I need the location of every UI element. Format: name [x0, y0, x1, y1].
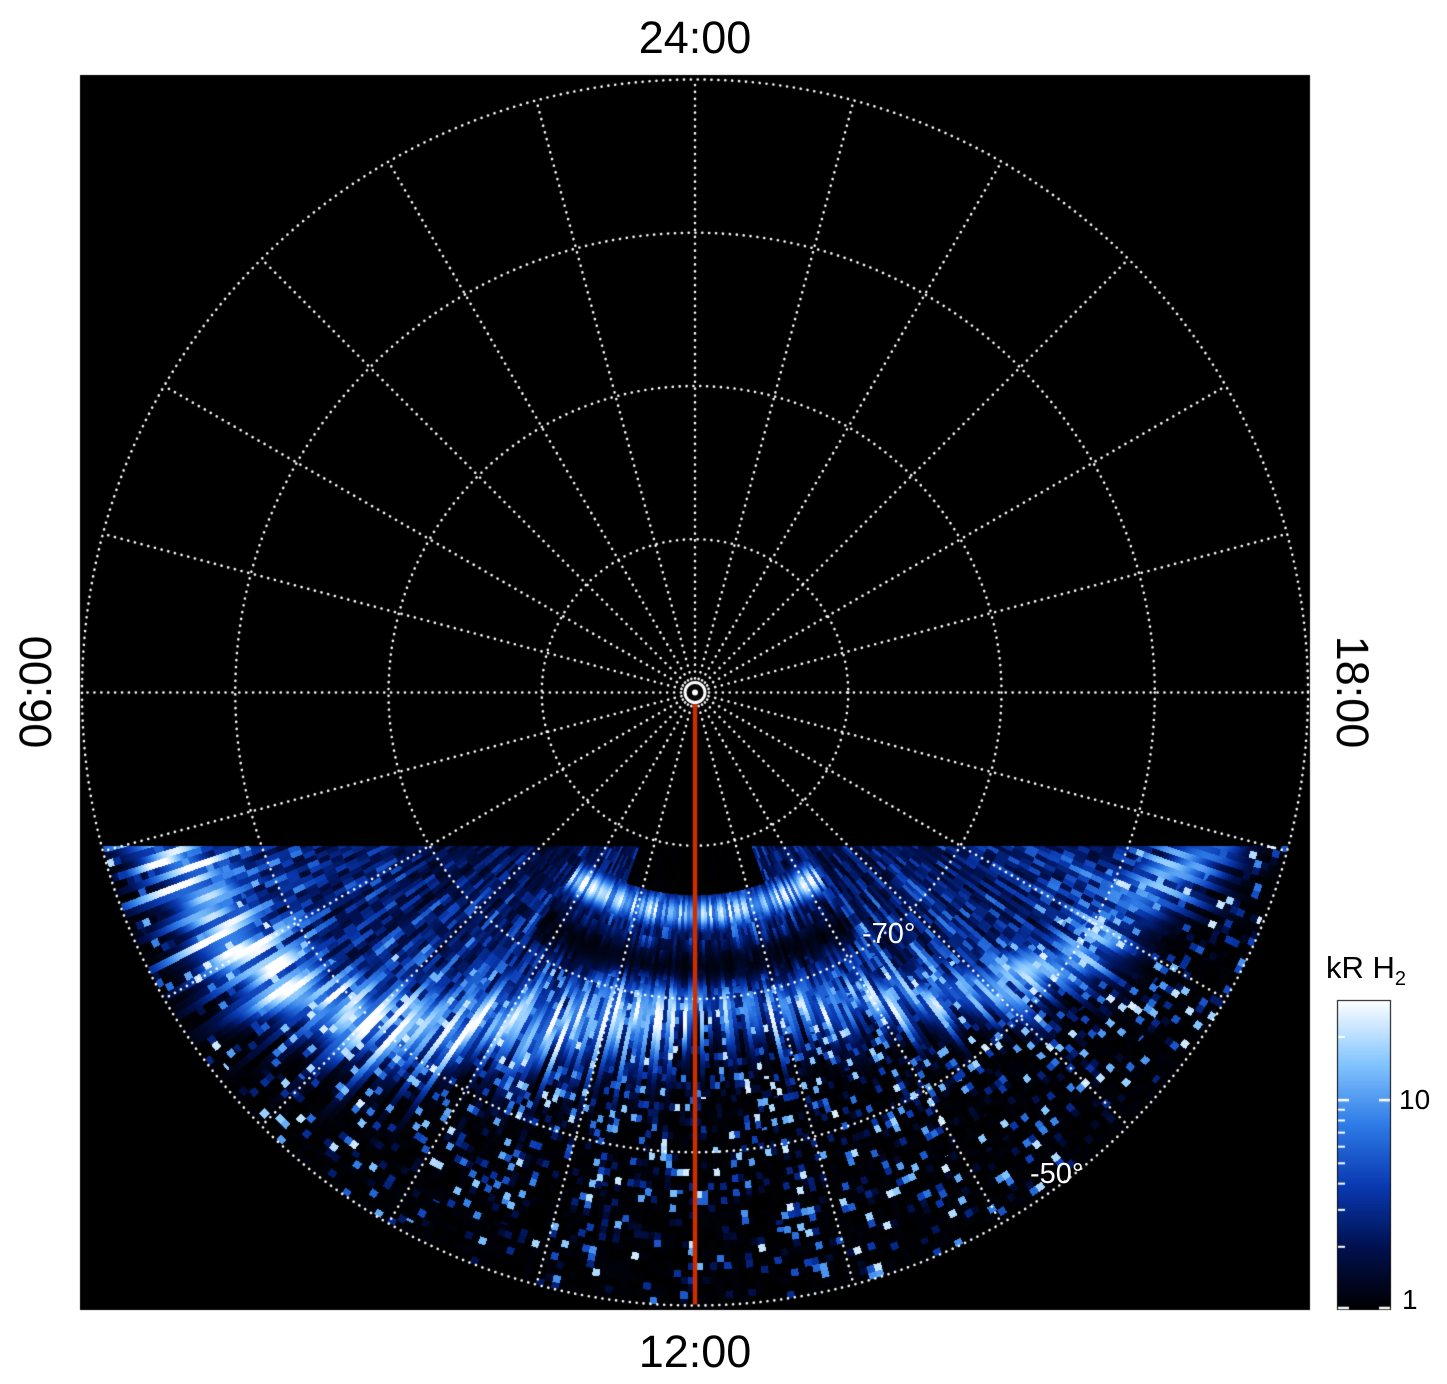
colorbar-title: kR H2: [1314, 950, 1418, 991]
colorbar-tick-label-1: 1: [1402, 1284, 1418, 1315]
latitude-ring-label-70: -70°: [862, 918, 916, 950]
colorbar-title-subscript: 2: [1394, 968, 1406, 991]
colorbar-tick-label-10: 10: [1399, 1084, 1431, 1115]
local-time-label-dawn: 06:00: [10, 635, 61, 749]
local-time-label-dusk: 18:00: [1327, 635, 1378, 749]
colorbar-title-main: kR H: [1325, 950, 1395, 985]
latitude-ring-label-50: -50°: [1030, 1158, 1084, 1190]
local-time-label-noon: 12:00: [638, 1326, 752, 1377]
local-time-label-midnight: 24:00: [638, 12, 752, 63]
